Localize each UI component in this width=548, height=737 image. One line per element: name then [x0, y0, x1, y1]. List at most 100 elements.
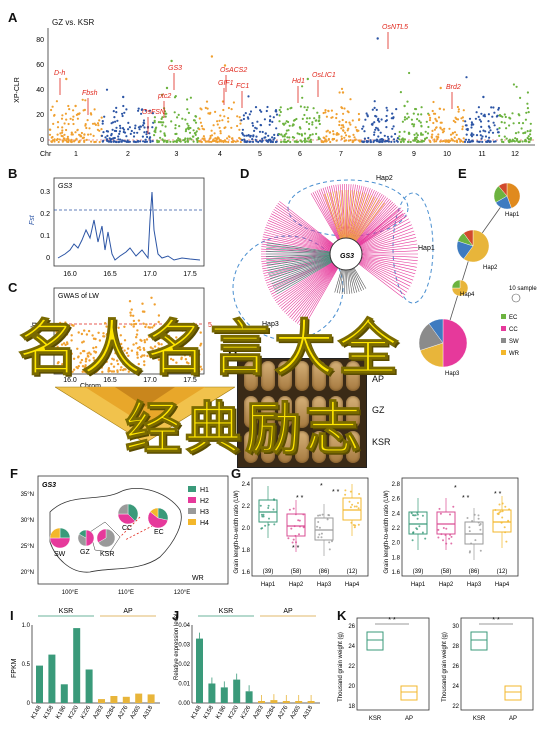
g-point — [297, 519, 300, 522]
a-point — [218, 140, 221, 143]
c-point — [120, 366, 123, 369]
c-point — [140, 355, 143, 358]
a-point — [148, 137, 151, 140]
a-point — [114, 120, 117, 123]
bar-xtick: K158 — [43, 704, 56, 720]
e-legend-label: EC — [509, 315, 518, 321]
a-point — [460, 139, 463, 143]
g-point — [299, 525, 301, 528]
a-point — [83, 139, 86, 142]
a-point — [101, 120, 104, 123]
a-point — [311, 133, 314, 136]
c-point — [80, 332, 84, 336]
a-point — [306, 117, 309, 120]
a-point — [503, 135, 506, 138]
c-point — [160, 343, 163, 346]
a-point — [286, 139, 289, 143]
c-point — [88, 359, 91, 362]
bar — [73, 628, 81, 703]
a-point — [72, 122, 75, 126]
a-point — [242, 117, 245, 121]
c-point — [199, 344, 202, 347]
a-point — [92, 134, 95, 137]
a-point — [349, 139, 352, 142]
a-point — [363, 137, 366, 140]
g-box — [286, 513, 306, 537]
g-point — [442, 527, 445, 529]
g-point — [318, 533, 321, 536]
a-point — [355, 128, 358, 132]
panel-d-letter: D — [240, 166, 250, 181]
a-peak — [210, 55, 214, 58]
a-point — [232, 140, 235, 143]
panel-c-points — [54, 296, 203, 374]
a-point — [306, 137, 309, 140]
c-point — [71, 323, 74, 327]
a-point — [192, 129, 195, 132]
a-point — [125, 108, 128, 111]
c-point — [65, 359, 68, 362]
a-point — [343, 136, 346, 139]
a-point — [465, 124, 468, 127]
a-point — [194, 115, 198, 118]
pie-slice — [442, 318, 468, 368]
group-label: KSR — [219, 608, 233, 615]
c-point — [92, 337, 96, 340]
a-point — [184, 130, 187, 133]
a-point — [112, 121, 115, 124]
c-point — [149, 346, 152, 349]
e-pie-hap4 — [451, 279, 469, 297]
a-point — [427, 125, 430, 129]
a-point — [448, 127, 451, 130]
c-point — [111, 340, 114, 343]
bar-xtick: A284 — [265, 704, 278, 720]
g-ytick: 2.0 — [392, 541, 401, 547]
a-point — [486, 140, 489, 143]
g-point — [357, 523, 360, 526]
panel-g-plots: Grain length-to-width ratio (LW)2.42.22.… — [234, 477, 519, 588]
pie-slice — [49, 537, 71, 549]
bar-xtick: K220 — [228, 704, 241, 720]
a-point — [210, 129, 213, 132]
a-point — [294, 140, 297, 143]
a-point — [335, 113, 338, 116]
a-point — [529, 133, 532, 136]
a-point — [243, 138, 246, 141]
c-point — [89, 353, 92, 356]
a-point — [67, 104, 70, 108]
a-point — [227, 117, 230, 120]
a-point — [53, 140, 56, 143]
g-point — [328, 514, 331, 517]
a-point — [153, 134, 156, 137]
a-point — [466, 127, 469, 131]
a-point — [433, 140, 436, 143]
g-ytick: 1.8 — [392, 555, 401, 561]
a-point — [481, 135, 484, 138]
bar-xtick: K220 — [68, 704, 81, 720]
a-point — [93, 140, 96, 144]
a-point — [254, 106, 258, 109]
g-point — [298, 533, 300, 536]
a-point — [170, 120, 173, 123]
a-point — [230, 126, 233, 129]
a-point — [69, 117, 72, 120]
a-point — [349, 98, 352, 101]
a-point — [529, 138, 532, 141]
c-point — [132, 314, 135, 317]
a-point — [477, 115, 480, 118]
c-point — [83, 349, 86, 353]
a-peak — [223, 64, 227, 67]
a-gene-label: OsNTL5 — [382, 24, 408, 31]
c-point — [184, 366, 187, 369]
a-point — [303, 132, 307, 135]
a-point — [491, 131, 495, 134]
a-point — [189, 96, 192, 99]
c-point — [101, 370, 104, 374]
a-point — [303, 113, 306, 117]
bar — [295, 701, 303, 703]
a-point — [481, 140, 484, 143]
a-point — [63, 122, 66, 125]
a-point — [496, 114, 499, 117]
f-pie-ksr — [96, 528, 116, 548]
c-point — [97, 331, 100, 334]
